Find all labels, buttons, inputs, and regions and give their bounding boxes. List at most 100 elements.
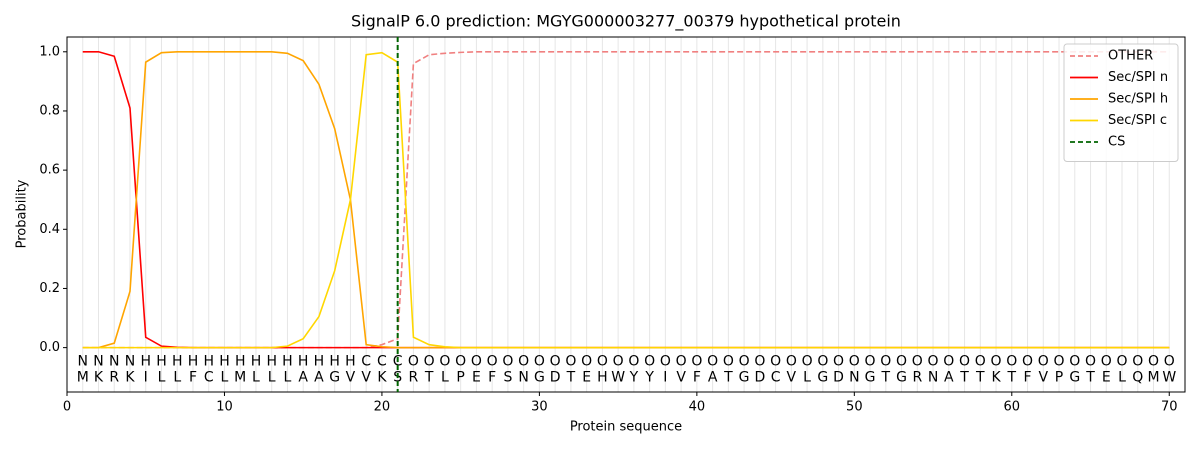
- residue: V: [346, 370, 356, 386]
- residue: Q: [1132, 370, 1143, 386]
- predicted-label: O: [975, 354, 986, 370]
- residue: W: [1162, 370, 1176, 386]
- residue: N: [518, 370, 528, 386]
- predicted-label: O: [471, 354, 482, 370]
- residue: E: [1102, 370, 1111, 386]
- predicted-label: O: [802, 354, 813, 370]
- predicted-label: O: [912, 354, 923, 370]
- x-tick-label: 50: [846, 400, 863, 415]
- residue: R: [912, 370, 922, 386]
- residue: V: [1038, 370, 1048, 386]
- residue: M: [234, 370, 246, 386]
- predicted-label: O: [644, 354, 655, 370]
- residue: C: [204, 370, 214, 386]
- predicted-label: O: [849, 354, 860, 370]
- predicted-label: O: [439, 354, 450, 370]
- predicted-label: C: [361, 354, 371, 370]
- predicted-label: O: [691, 354, 702, 370]
- legend-label: OTHER: [1108, 49, 1153, 64]
- residue: Y: [644, 370, 654, 386]
- residue: R: [409, 370, 419, 386]
- residue: T: [975, 370, 985, 386]
- predicted-label: O: [865, 354, 876, 370]
- predicted-label: O: [754, 354, 765, 370]
- x-axis-label: Protein sequence: [570, 420, 682, 435]
- plot-frame: [66, 36, 1186, 393]
- series-line: [82, 50, 1170, 349]
- predicted-label: O: [1054, 354, 1065, 370]
- series-line: [82, 50, 1170, 349]
- predicted-label: O: [502, 354, 513, 370]
- residue: T: [1007, 370, 1017, 386]
- residue: L: [158, 370, 166, 386]
- x-tick-label: 0: [63, 400, 71, 415]
- y-tick-label: 0.0: [39, 340, 60, 355]
- predicted-label: O: [786, 354, 797, 370]
- predicted-label: O: [928, 354, 939, 370]
- residue: V: [676, 370, 686, 386]
- predicted-label: O: [1164, 354, 1175, 370]
- predicted-label: O: [550, 354, 561, 370]
- predicted-label: O: [1022, 354, 1033, 370]
- residue: K: [991, 370, 1001, 386]
- predicted-label: O: [518, 354, 529, 370]
- predicted-label: N: [78, 354, 88, 370]
- x-tick-label: 70: [1161, 400, 1178, 415]
- residue: D: [754, 370, 765, 386]
- predicted-label: O: [1148, 354, 1159, 370]
- residue: D: [833, 370, 844, 386]
- residue: F: [693, 370, 701, 386]
- predicted-label: O: [833, 354, 844, 370]
- residue: G: [865, 370, 876, 386]
- predicted-label: O: [628, 354, 639, 370]
- predicted-label: H: [282, 354, 293, 370]
- residue: P: [1055, 370, 1063, 386]
- residue: A: [298, 370, 308, 386]
- predicted-label: H: [203, 354, 214, 370]
- predicted-label: O: [408, 354, 419, 370]
- x-tick-label: 30: [531, 400, 548, 415]
- predicted-label: O: [455, 354, 466, 370]
- predicted-label: O: [534, 354, 545, 370]
- predicted-label: O: [1006, 354, 1017, 370]
- residue: Y: [629, 370, 639, 386]
- predicted-label: O: [487, 354, 498, 370]
- predicted-label: O: [1085, 354, 1096, 370]
- residue: L: [441, 370, 449, 386]
- x-tick-label: 20: [374, 400, 391, 415]
- predicted-label: H: [172, 354, 183, 370]
- predicted-label: N: [93, 354, 103, 370]
- series-line: [82, 51, 1170, 349]
- predicted-label: O: [676, 354, 687, 370]
- predicted-label: H: [314, 354, 325, 370]
- residue: C: [771, 370, 781, 386]
- residue: G: [534, 370, 545, 386]
- residue: T: [723, 370, 733, 386]
- residue: L: [268, 370, 276, 386]
- predicted-label: O: [1132, 354, 1143, 370]
- chart-title: SignalP 6.0 prediction: MGYG000003277_00…: [351, 12, 901, 32]
- predicted-label: O: [959, 354, 970, 370]
- y-tick-label: 0.2: [39, 281, 60, 296]
- predicted-label: H: [266, 354, 277, 370]
- predicted-label: H: [345, 354, 356, 370]
- residue: K: [125, 370, 135, 386]
- residue: G: [329, 370, 340, 386]
- residue: N: [928, 370, 938, 386]
- residue: N: [849, 370, 859, 386]
- residue: G: [817, 370, 828, 386]
- x-tick-label: 10: [216, 400, 233, 415]
- predicted-label: H: [219, 354, 230, 370]
- residue: S: [503, 370, 512, 386]
- residue: K: [94, 370, 104, 386]
- predicted-label: O: [770, 354, 781, 370]
- residue: T: [959, 370, 969, 386]
- predicted-label: O: [1038, 354, 1049, 370]
- residue: F: [189, 370, 197, 386]
- residue: D: [550, 370, 561, 386]
- predicted-label: O: [424, 354, 435, 370]
- residue: G: [1069, 370, 1080, 386]
- predicted-label: O: [613, 354, 624, 370]
- predicted-label: O: [597, 354, 608, 370]
